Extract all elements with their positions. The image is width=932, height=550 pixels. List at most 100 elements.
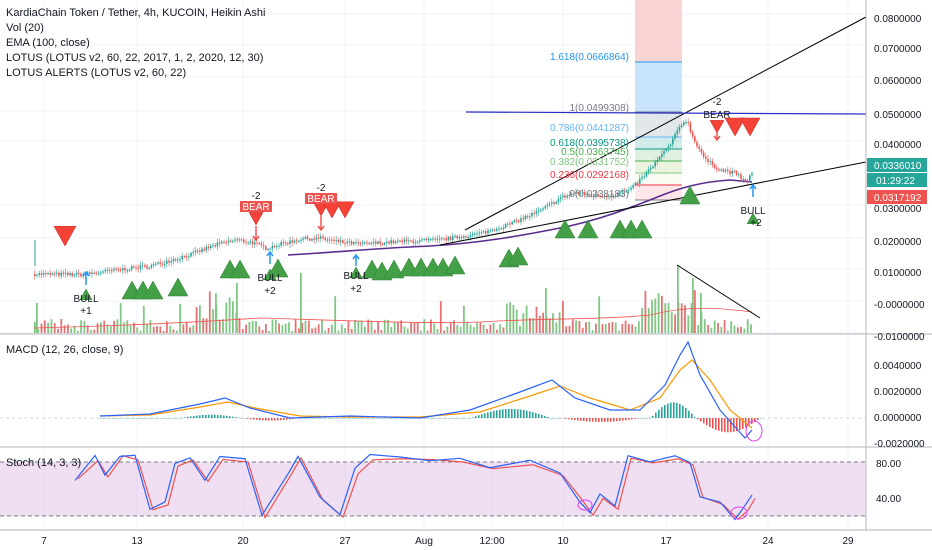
macd-histogram-bar [289, 418, 291, 420]
candle [91, 272, 93, 275]
volume-bar [265, 324, 267, 333]
volume-bar [149, 319, 152, 333]
volume-bar [532, 317, 535, 333]
volume-bar [624, 320, 627, 333]
candle [634, 182, 637, 186]
volume-bar [119, 303, 122, 333]
volume-bar [278, 323, 280, 333]
volume-bar [631, 324, 634, 333]
candle [405, 239, 408, 241]
candle [720, 169, 722, 171]
macd-histogram-bar [445, 418, 447, 419]
volume-bar [400, 320, 403, 333]
time-axis[interactable]: 7 13 20 27 Aug 12:00 10 17 24 29 [41, 536, 854, 547]
stoch-d-line [77, 455, 756, 521]
indicator-vol: Vol (20) [6, 22, 44, 34]
volume-bar [90, 329, 92, 333]
volume-bar [294, 319, 297, 333]
bull-text-label: BULL [73, 294, 98, 305]
candle [480, 232, 483, 234]
candle [368, 242, 370, 244]
macd-histogram-bar [211, 414, 213, 418]
candle [335, 239, 337, 241]
candle [135, 267, 137, 269]
macd-histogram-bar [568, 418, 570, 420]
volume-bar [50, 319, 53, 333]
candle [590, 194, 593, 197]
macd-histogram-bar [730, 418, 732, 433]
volume-bar [288, 322, 290, 333]
volume-bar [641, 308, 643, 333]
candle [735, 171, 738, 176]
price-axis[interactable]: 0.0800000 0.0700000 0.0600000 0.0500000 … [867, 14, 927, 505]
candle [711, 161, 714, 165]
candle [689, 122, 692, 132]
volume-bar [274, 319, 277, 333]
bear-arrow-head [252, 235, 260, 242]
candle [471, 233, 474, 236]
macd-histogram-bar [664, 405, 666, 418]
volume-bar [367, 319, 370, 333]
candle [669, 144, 672, 147]
macd-histogram-bar [562, 418, 564, 419]
macd-histogram-bar [265, 418, 267, 421]
volume-bar [133, 322, 135, 333]
candle [381, 243, 384, 245]
volume-bar [515, 309, 518, 333]
trendlines[interactable] [439, 16, 867, 319]
macd-histogram-bar [220, 415, 222, 418]
price-tick: 0.0500000 [874, 110, 922, 121]
volume-bar [410, 322, 412, 333]
candle [491, 229, 494, 231]
volume-bar [423, 319, 426, 333]
volume-bar [100, 322, 102, 333]
macd-histogram-bar [538, 413, 540, 418]
fib-zone-1 [635, 112, 682, 137]
macd-histogram-bar [436, 418, 438, 419]
candle [375, 241, 377, 244]
volume-bar [103, 320, 106, 333]
candle [106, 269, 109, 271]
volume-bar [519, 325, 521, 333]
volume-bar [373, 329, 376, 333]
volume-bar [469, 324, 472, 333]
last-price-text: 0.0317192 [874, 193, 922, 204]
volume-bar [420, 330, 422, 333]
candle [126, 270, 128, 272]
macd-histogram-bar [292, 418, 294, 420]
bear-tag [305, 193, 337, 204]
macd-histogram-bar [373, 418, 375, 419]
candle [152, 264, 155, 266]
macd-histogram-bar [349, 418, 351, 419]
candle [621, 191, 623, 193]
macd-histogram-bar [250, 418, 252, 420]
volume-bar [723, 320, 726, 333]
volume-bar [387, 320, 389, 333]
macd-histogram-bar [487, 412, 489, 418]
volume-bar [621, 323, 624, 333]
stoch-annotation-circle [730, 506, 748, 520]
bull-pos2-label: +2 [350, 284, 362, 295]
candle [168, 260, 170, 263]
candle [399, 240, 401, 242]
macd-histogram-bar [130, 418, 132, 419]
volume-bar [700, 293, 702, 333]
volume-bar [505, 303, 508, 333]
indicator-lotus: LOTUS (LOTUS v2, 60, 22, 2017, 1, 2, 202… [6, 52, 263, 64]
candle [353, 242, 355, 245]
volume-bar [380, 329, 383, 333]
fib-zone-0236 [635, 185, 682, 200]
price-tick: 0.0600000 [874, 76, 922, 87]
fib-label-0236: 0.236(0.0292168) [550, 170, 629, 181]
bear-triangle [739, 117, 761, 137]
volume-bar [674, 314, 676, 333]
candle [144, 265, 146, 267]
macd-histogram-bar [682, 405, 684, 418]
candle [225, 242, 227, 244]
candle [511, 221, 513, 225]
fib-labels: 1.618(0.0666864) 1(0.0499308) 0.786(0.04… [550, 52, 629, 200]
candle [346, 241, 348, 244]
macd-histogram-bar [601, 418, 603, 422]
volume-bar [634, 326, 637, 333]
candle [260, 243, 263, 246]
